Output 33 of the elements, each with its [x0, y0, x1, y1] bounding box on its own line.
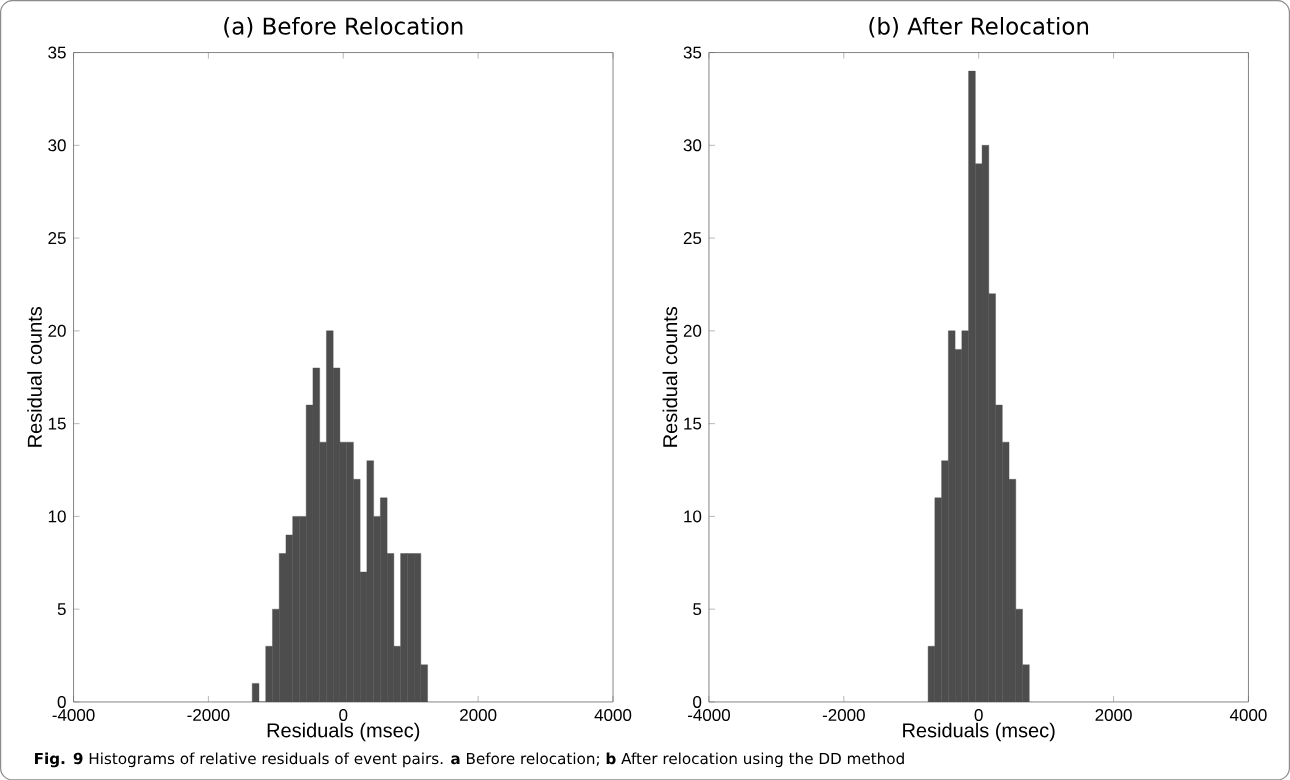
y-tick-label: 10: [684, 510, 702, 523]
y-axis-title: Residual counts: [662, 306, 678, 447]
y-tick-label: 0: [57, 695, 66, 708]
y-tick-label: 30: [683, 139, 702, 152]
x-tick-label: -2000: [822, 708, 865, 721]
y-tick-label: 0: [693, 695, 702, 708]
y-tick-label: 20: [48, 324, 66, 337]
y-tick-label: 35: [48, 46, 66, 59]
x-tick-label: -4000: [52, 708, 95, 721]
x-axis-title: Residuals (msec): [267, 722, 420, 742]
y-tick-label: 5: [693, 603, 702, 615]
y-axis-title: Residual counts: [27, 306, 42, 447]
y-tick-label: 5: [57, 603, 66, 615]
y-tick-label: 20: [683, 324, 702, 337]
y-tick-label: 25: [683, 231, 702, 244]
y-tick-label: 35: [683, 46, 702, 59]
chart-title: (b) After Relocation: [869, 16, 1089, 38]
x-tick-label: 2000: [1095, 708, 1132, 721]
x-tick-label: -4000: [687, 708, 730, 721]
x-tick-label: 0: [974, 708, 983, 721]
y-tick-label: 10: [48, 510, 66, 523]
text: Fig. 9 Histograms of relative residuals of event pairs. a Before relocation; b After relocation using the DD method: [35, 752, 904, 768]
y-tick-label: 25: [48, 231, 66, 244]
y-tick-label: 30: [48, 139, 66, 152]
x-tick-label: 4000: [1229, 708, 1267, 721]
x-tick-label: -2000: [187, 708, 230, 721]
x-tick-label: 0: [339, 708, 348, 721]
x-tick-label: 4000: [594, 708, 632, 721]
y-tick-label: 15: [48, 417, 66, 430]
chart-title: (a) Before Relocation: [224, 16, 463, 38]
y-tick-label: 15: [684, 417, 702, 430]
x-axis-title: Residuals (msec): [903, 722, 1055, 742]
x-tick-label: 2000: [460, 708, 497, 721]
